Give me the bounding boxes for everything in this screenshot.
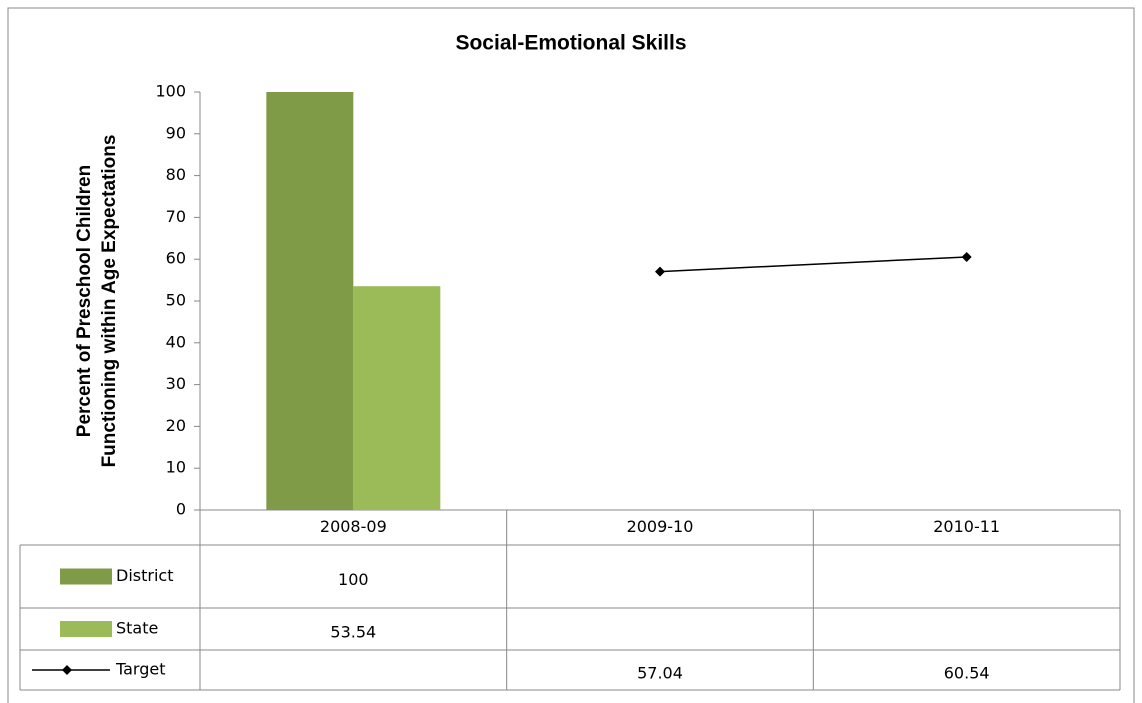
x-tick-label: 2010-11 [933,517,1000,536]
y-tick-label: 90 [166,123,186,142]
y-tick-label: 10 [166,458,186,477]
y-tick-label: 70 [166,207,186,226]
legend-key [62,665,72,675]
y-axis-label: Percent of Preschool Children [74,165,95,437]
y-tick-label: 50 [166,291,186,310]
x-tick-label: 2008-09 [320,517,387,536]
table-value: 53.54 [330,623,376,642]
legend-label: District [116,566,173,585]
table-value: 60.54 [944,664,990,683]
chart-title: Social-Emotional Skills [455,32,686,55]
y-tick-label: 20 [166,416,186,435]
line [659,256,967,273]
line-marker [655,266,665,277]
table-value: 57.04 [637,664,683,683]
bar [353,286,441,510]
y-tick-label: 100 [155,82,186,101]
y-tick-label: 0 [176,500,186,519]
legend-key [60,568,112,585]
bar [266,92,354,510]
y-tick-label: 60 [166,249,186,268]
y-tick-label: 40 [166,332,186,351]
legend-label: State [116,619,158,638]
line-marker [961,251,972,262]
table-value: 100 [338,570,369,589]
legend-label: Target [115,660,166,679]
legend-key [60,621,112,637]
chart-border [7,7,1135,703]
y-axis-label: Functioning within Age Expectations [99,135,120,468]
y-tick-label: 30 [166,374,186,393]
y-tick-label: 80 [166,165,186,184]
x-tick-label: 2009-10 [627,517,694,536]
